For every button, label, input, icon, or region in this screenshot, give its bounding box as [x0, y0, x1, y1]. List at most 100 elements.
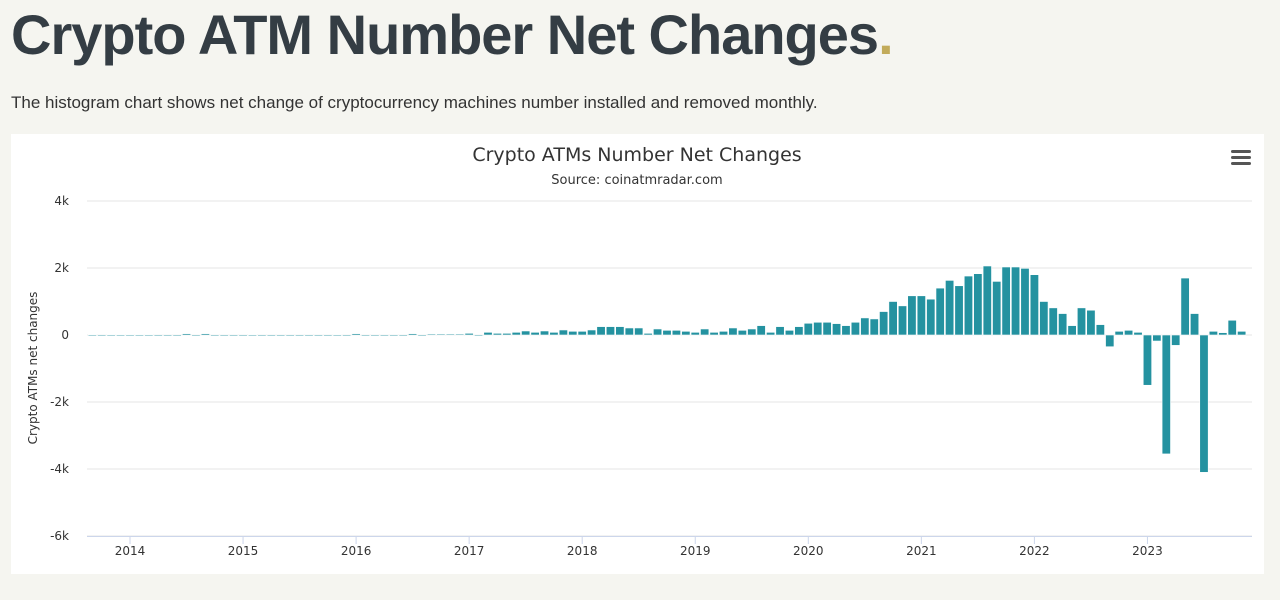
bar[interactable]	[587, 329, 597, 336]
bar[interactable]	[1105, 334, 1115, 348]
bar[interactable]	[417, 334, 427, 337]
bar[interactable]	[153, 334, 163, 337]
bar[interactable]	[992, 281, 1002, 336]
bar[interactable]	[455, 333, 465, 336]
bar[interactable]	[389, 334, 399, 337]
bar[interactable]	[662, 330, 672, 336]
bar[interactable]	[1199, 334, 1209, 473]
bar[interactable]	[747, 328, 757, 336]
bar[interactable]	[521, 330, 531, 336]
bar[interactable]	[841, 325, 851, 336]
bar[interactable]	[879, 311, 889, 336]
bar[interactable]	[1218, 332, 1228, 336]
bar[interactable]	[568, 331, 578, 336]
bar[interactable]	[304, 334, 314, 337]
bar[interactable]	[1124, 330, 1134, 336]
bar[interactable]	[106, 334, 116, 337]
bar[interactable]	[775, 326, 785, 336]
bar[interactable]	[1011, 266, 1021, 336]
bar[interactable]	[1133, 332, 1143, 336]
bar[interactable]	[1190, 313, 1200, 336]
bar[interactable]	[474, 334, 484, 337]
bar[interactable]	[615, 326, 625, 336]
bar[interactable]	[605, 326, 615, 336]
bar[interactable]	[483, 332, 493, 336]
bar[interactable]	[285, 334, 295, 337]
bar[interactable]	[624, 327, 634, 336]
bar[interactable]	[916, 295, 926, 336]
bar[interactable]	[671, 330, 681, 336]
bar[interactable]	[1237, 331, 1247, 336]
bar[interactable]	[634, 327, 644, 336]
bar[interactable]	[690, 332, 700, 336]
bar[interactable]	[1086, 309, 1096, 336]
bar[interactable]	[1076, 307, 1087, 336]
bar[interactable]	[737, 330, 747, 336]
bar[interactable]	[266, 334, 276, 337]
bar[interactable]	[530, 332, 540, 336]
bar[interactable]	[907, 295, 917, 336]
bar[interactable]	[492, 333, 502, 336]
bar[interactable]	[681, 331, 691, 336]
bar[interactable]	[954, 285, 964, 336]
bar[interactable]	[822, 321, 832, 336]
bar[interactable]	[464, 333, 474, 336]
bar[interactable]	[1180, 277, 1190, 336]
bar[interactable]	[144, 334, 154, 337]
bar[interactable]	[963, 275, 973, 336]
bar[interactable]	[897, 305, 908, 336]
bar[interactable]	[210, 334, 220, 337]
bar[interactable]	[1171, 334, 1181, 346]
bar[interactable]	[511, 332, 521, 336]
bar[interactable]	[342, 334, 352, 337]
bar[interactable]	[502, 333, 512, 336]
bar[interactable]	[257, 334, 267, 337]
bar[interactable]	[332, 334, 342, 337]
bar[interactable]	[163, 334, 173, 337]
bar[interactable]	[888, 301, 898, 336]
bar[interactable]	[445, 333, 455, 336]
bar[interactable]	[803, 322, 813, 336]
chart-menu-button[interactable]	[1231, 150, 1251, 168]
bar[interactable]	[426, 333, 436, 336]
bar[interactable]	[116, 334, 126, 337]
bar[interactable]	[172, 334, 182, 337]
bar[interactable]	[558, 329, 568, 336]
bar[interactable]	[361, 334, 371, 337]
bar[interactable]	[313, 334, 323, 337]
bar[interactable]	[1029, 274, 1039, 336]
bar[interactable]	[182, 333, 192, 336]
bar[interactable]	[1161, 334, 1171, 455]
bar[interactable]	[295, 334, 305, 337]
bar[interactable]	[1001, 266, 1011, 336]
bar[interactable]	[596, 326, 606, 336]
bar[interactable]	[125, 334, 135, 337]
bar[interactable]	[379, 334, 389, 337]
bar[interactable]	[323, 334, 333, 337]
bar[interactable]	[784, 330, 794, 336]
bar[interactable]	[832, 323, 842, 336]
bar[interactable]	[370, 334, 380, 337]
bar[interactable]	[813, 321, 823, 336]
bar[interactable]	[577, 331, 587, 336]
bar[interactable]	[982, 265, 992, 336]
bar[interactable]	[1208, 331, 1218, 336]
bar[interactable]	[719, 331, 729, 336]
bar[interactable]	[408, 333, 418, 336]
bar[interactable]	[200, 333, 210, 336]
bar[interactable]	[87, 334, 97, 337]
bar[interactable]	[191, 334, 201, 337]
bar[interactable]	[1152, 334, 1162, 342]
bar[interactable]	[643, 333, 653, 336]
bar[interactable]	[1048, 307, 1058, 336]
bar[interactable]	[549, 332, 559, 336]
bar[interactable]	[794, 326, 804, 336]
bar[interactable]	[351, 333, 361, 336]
bar[interactable]	[756, 325, 766, 336]
bar[interactable]	[926, 298, 936, 336]
bar[interactable]	[540, 330, 550, 336]
bar[interactable]	[1227, 319, 1237, 336]
bar[interactable]	[1039, 301, 1049, 336]
bar[interactable]	[436, 333, 446, 336]
bar[interactable]	[1142, 334, 1152, 386]
